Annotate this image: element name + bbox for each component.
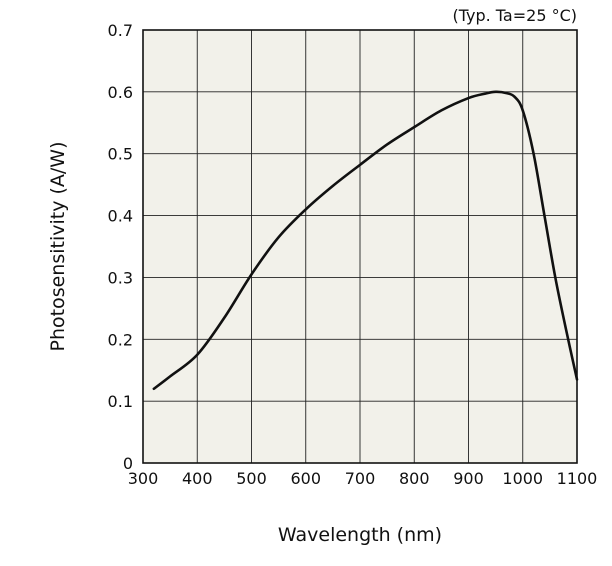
series-layer — [152, 90, 579, 391]
x-tick-label: 400 — [182, 469, 213, 488]
x-tick-label: 1000 — [502, 469, 543, 488]
x-tick-label: 800 — [399, 469, 430, 488]
y-tick-label: 0.4 — [108, 207, 133, 226]
y-tick-label: 0.5 — [108, 145, 133, 164]
y-tick-label: 0.3 — [108, 268, 133, 287]
x-tick-label: 900 — [453, 469, 484, 488]
y-tick-label: 0.1 — [108, 392, 133, 411]
y-tick-label: 0 — [123, 454, 133, 473]
x-tick-label: 300 — [128, 469, 159, 488]
y-tick-label: 0.2 — [108, 330, 133, 349]
conditions-annotation: (Typ. Ta=25 °C) — [452, 6, 577, 25]
plot-frame — [142, 29, 578, 464]
y-axis-title: Photosensitivity (A/W) — [47, 141, 69, 351]
x-tick-label: 600 — [290, 469, 321, 488]
y-tick-label: 0.6 — [108, 83, 133, 102]
y-tick-label: 0.7 — [108, 21, 133, 40]
x-tick-label: 1100 — [557, 469, 598, 488]
x-tick-label: 500 — [236, 469, 267, 488]
x-axis-ticks: 300 400 500 600 700 800 900 1000 1100 — [128, 469, 598, 488]
x-tick-label: 700 — [345, 469, 376, 488]
series-line-0 — [152, 90, 579, 391]
x-axis-title: Wavelength (nm) — [278, 524, 442, 546]
y-axis-ticks: 0 0.1 0.2 0.3 0.4 0.5 0.6 0.7 — [108, 21, 133, 473]
